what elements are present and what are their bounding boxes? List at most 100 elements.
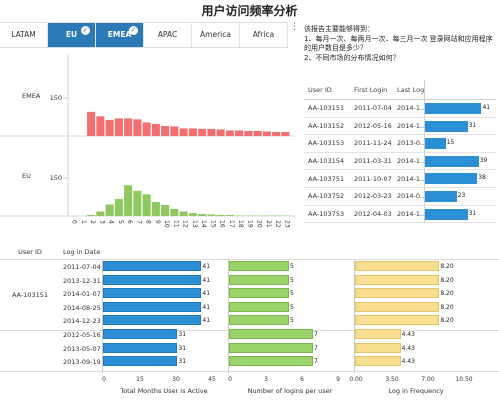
cell-first-login: 2011-11-24 bbox=[354, 139, 392, 148]
freq-value: 4.43 bbox=[401, 344, 415, 352]
hist-x-tick: 20 bbox=[256, 220, 263, 228]
detail-login-date: 2014-08-25 bbox=[63, 303, 101, 312]
hist-row-max-label: 150 bbox=[50, 94, 62, 102]
months-active-value: 31 bbox=[468, 121, 477, 129]
axis-tick: 0 bbox=[102, 376, 106, 383]
detail-table: User ID Log in Date AA-103151 2011-07-04… bbox=[0, 243, 499, 405]
detail-login-date: 2012-05-16 bbox=[63, 331, 101, 339]
months-value: 31 bbox=[178, 331, 187, 338]
hist-bar bbox=[142, 122, 151, 136]
months-value: 31 bbox=[178, 344, 187, 352]
freq-bar bbox=[355, 274, 440, 285]
cell-last-login: 2014-1… bbox=[397, 121, 424, 130]
cell-user-id: AA-103751 bbox=[308, 174, 345, 183]
cell-first-login: 2011-03-31 bbox=[354, 157, 392, 166]
hist-bar bbox=[105, 119, 114, 136]
axis-tick: 3.50 bbox=[385, 376, 399, 383]
login-table-row[interactable]: AA-103753 2012-04-03 2014-1… 31 bbox=[304, 205, 496, 224]
months-active-value: 23 bbox=[457, 191, 466, 199]
months-bar bbox=[103, 274, 202, 285]
cell-first-login: 2011-10-07 bbox=[354, 174, 392, 183]
months-bar bbox=[103, 261, 202, 271]
detail-login-date: 2013-12-31 bbox=[63, 276, 101, 285]
freq-value: 8.20 bbox=[440, 290, 454, 298]
description-line: 2、不同市场的分布情况如何？ bbox=[304, 53, 400, 62]
detail-panel-months: 41 41 41 41 41 31 31 31 bbox=[102, 259, 226, 373]
freq-bar bbox=[355, 342, 401, 353]
axis-tick: 45 bbox=[208, 376, 216, 383]
detail-login-date: 2014-12-23 bbox=[63, 317, 101, 326]
tab-eu[interactable]: EU ✓ bbox=[48, 23, 96, 47]
months-bar bbox=[103, 356, 178, 367]
hist-bar bbox=[96, 211, 105, 216]
tab-label: Africa bbox=[252, 30, 275, 39]
tab-america[interactable]: America bbox=[192, 23, 240, 47]
hist-bar bbox=[235, 130, 244, 136]
hist-bar bbox=[188, 212, 197, 216]
months-active-bar bbox=[425, 208, 468, 220]
freq-bar bbox=[355, 315, 440, 326]
detail-header-login-date: Log in Date bbox=[63, 248, 101, 256]
cell-first-login: 2011-07-04 bbox=[354, 104, 392, 113]
hist-bar bbox=[253, 130, 262, 136]
hist-x-tick: 19 bbox=[246, 220, 253, 228]
logins-value: 5 bbox=[290, 290, 294, 298]
cell-last-login: 2013-0… bbox=[397, 139, 424, 148]
months-value: 41 bbox=[202, 290, 211, 298]
tab-emea[interactable]: EMEA ✓ bbox=[96, 23, 144, 47]
hist-bar bbox=[262, 215, 271, 216]
hist-bar bbox=[96, 116, 105, 136]
login-table-row[interactable]: AA-103752 2012-03-23 2014-0… 23 bbox=[304, 187, 496, 206]
freq-bar bbox=[355, 356, 401, 367]
hist-bar bbox=[124, 118, 133, 136]
login-table: User ID First Login Last Login AA-103151… bbox=[304, 80, 496, 224]
page-title: 用户访问频率分析 bbox=[201, 4, 298, 18]
tab-apac[interactable]: APAC bbox=[144, 23, 192, 47]
header-user-id: User ID bbox=[308, 85, 332, 94]
tab-africa[interactable]: Africa bbox=[240, 23, 288, 47]
freq-value: 8.20 bbox=[440, 303, 454, 311]
hist-x-tick: 17 bbox=[228, 220, 235, 228]
hist-bar bbox=[235, 215, 244, 216]
hist-x-tick: 8 bbox=[145, 220, 152, 224]
cell-first-login: 2012-04-03 bbox=[354, 209, 392, 218]
login-table-row[interactable]: AA-103153 2011-11-24 2013-0… 15 bbox=[304, 135, 496, 153]
hist-x-tick: 3 bbox=[98, 220, 105, 224]
cell-user-id: AA-103151 bbox=[308, 104, 345, 113]
cell-first-login: 2012-05-16 bbox=[354, 121, 392, 130]
logins-bar bbox=[229, 329, 313, 339]
login-table-row[interactable]: AA-103151 2011-07-04 2014-1… 41 bbox=[304, 100, 496, 118]
detail-axis-freq: 0.00 3.50 7.00 10.50 Log in Frequency bbox=[349, 374, 478, 402]
months-active-value: 39 bbox=[479, 156, 488, 164]
detail-login-date: 2014-01-07 bbox=[63, 290, 101, 299]
hist-bar bbox=[225, 214, 234, 216]
tab-label: APAC bbox=[157, 30, 178, 39]
months-active-bar bbox=[425, 103, 482, 114]
freq-bar bbox=[355, 261, 440, 271]
hist-bar bbox=[262, 131, 271, 136]
login-table-row[interactable]: AA-103154 2011-03-31 2014-1… 39 bbox=[304, 152, 496, 171]
hist-x-tick: 14 bbox=[200, 220, 207, 228]
hist-bar bbox=[216, 129, 225, 136]
more-options-icon[interactable]: ⋮ bbox=[290, 22, 299, 32]
hist-bar bbox=[198, 128, 207, 136]
header-last-login: Last Login bbox=[397, 85, 424, 94]
description-line: 该报告主要能够得到： bbox=[304, 25, 374, 33]
hist-row-label: EMEA bbox=[22, 92, 41, 100]
tab-label: America bbox=[200, 30, 231, 39]
login-table-row[interactable]: AA-103152 2012-05-16 2014-1… 31 bbox=[304, 117, 496, 136]
detail-login-date: 2011-07-04 bbox=[63, 263, 101, 271]
axis-tick: 0.00 bbox=[349, 376, 363, 383]
axis-title: Total Months User is Active bbox=[120, 387, 208, 395]
login-table-row[interactable]: AA-103751 2011-10-07 2014-1… 38 bbox=[304, 170, 496, 188]
hist-x-tick: 13 bbox=[191, 220, 198, 228]
hist-row-max-label: 150 bbox=[50, 174, 62, 182]
hist-bar bbox=[170, 208, 179, 216]
tab-latam[interactable]: LATAM bbox=[0, 23, 48, 47]
months-active-value: 41 bbox=[482, 104, 491, 111]
hist-bar bbox=[244, 130, 253, 136]
hist-bar bbox=[272, 215, 281, 216]
tab-label: EMEA bbox=[107, 30, 132, 39]
hist-x-tick: 21 bbox=[265, 220, 272, 228]
